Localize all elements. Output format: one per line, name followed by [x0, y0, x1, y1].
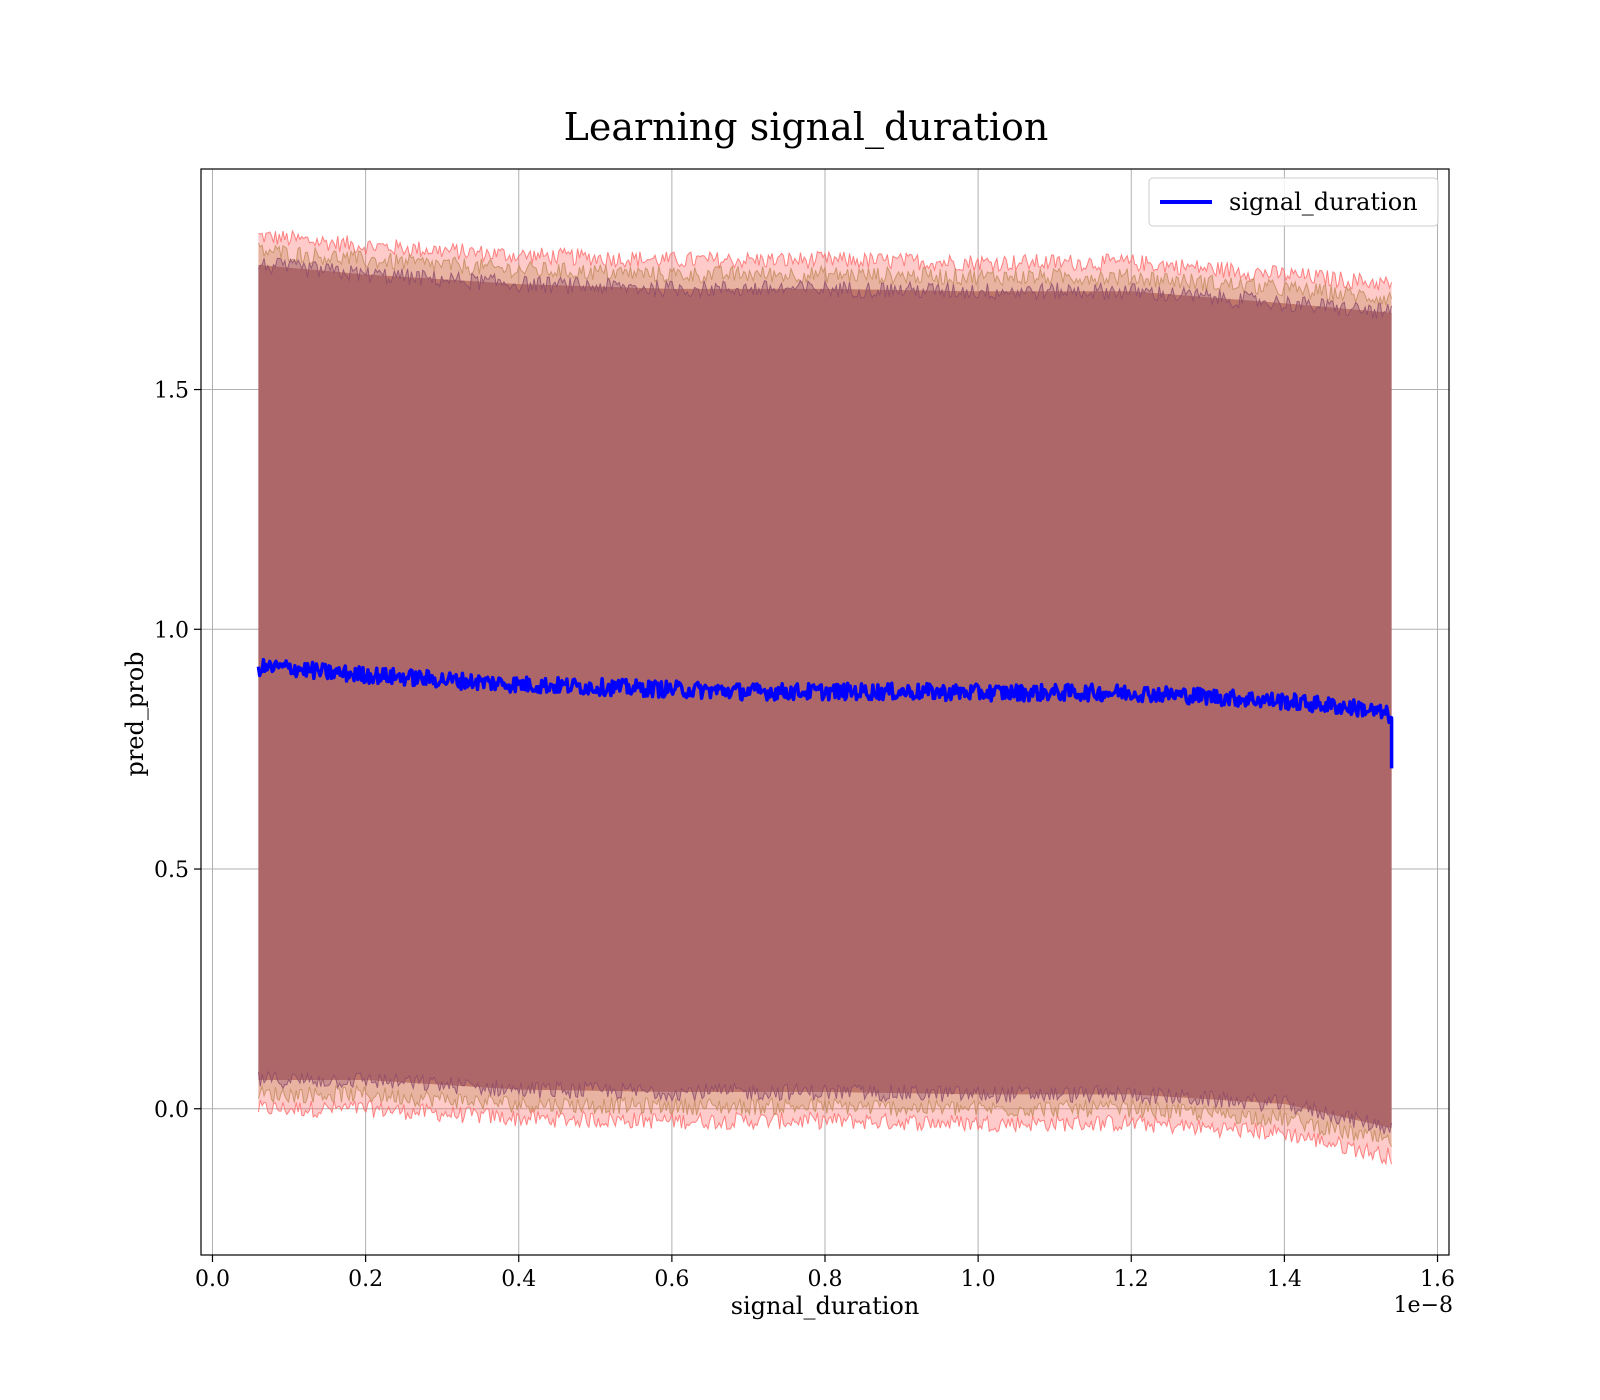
x-tick-label-1: 0.2: [348, 1267, 383, 1292]
band-middle-upper-edge: [257, 242, 1393, 306]
band-outer-lower-edge: [257, 1099, 1393, 1166]
y-axis-ticks: 0.0 0.5 1.0 1.5: [154, 379, 201, 1123]
x-axis-ticks: 0.0 0.2 0.4 0.6 0.8 1.0 1.2 1.4 1.6: [195, 1255, 1455, 1292]
chart-title: Learning signal_duration: [564, 105, 1049, 150]
legend-label: signal_duration: [1229, 188, 1418, 216]
y-axis-label: pred_prob: [121, 651, 149, 776]
band-middle-lower-edge: [257, 1084, 1393, 1147]
x-tick-label-6: 1.2: [1114, 1267, 1149, 1292]
band-outer-upper-edge: [258, 229, 1393, 291]
series-lines: [256, 657, 1394, 769]
y-tick-label-1: 0.5: [154, 858, 189, 883]
x-tick-label-7: 1.4: [1267, 1267, 1302, 1292]
x-tick-label-8: 1.6: [1420, 1267, 1455, 1292]
y-tick-label-0: 0.0: [154, 1098, 189, 1123]
band-inner-lower-edge: [257, 1070, 1393, 1135]
x-axis-offset-text: 1e−8: [1394, 1293, 1453, 1318]
legend-box: [1148, 177, 1439, 227]
x-tick-label-4: 0.8: [808, 1267, 843, 1292]
x-tick-label-5: 1.0: [961, 1267, 996, 1292]
x-tick-label-0: 0.0: [195, 1267, 230, 1292]
band-inner-upper-edge: [257, 257, 1393, 319]
x-tick-label-3: 0.6: [654, 1267, 689, 1292]
y-tick-label-3: 1.5: [154, 379, 189, 404]
x-tick-label-2: 0.4: [501, 1267, 536, 1292]
y-tick-label-2: 1.0: [154, 618, 189, 643]
legend: signal_duration: [1148, 177, 1439, 227]
series-line-0: [256, 657, 1394, 769]
x-axis-label: signal_duration: [731, 1292, 920, 1320]
